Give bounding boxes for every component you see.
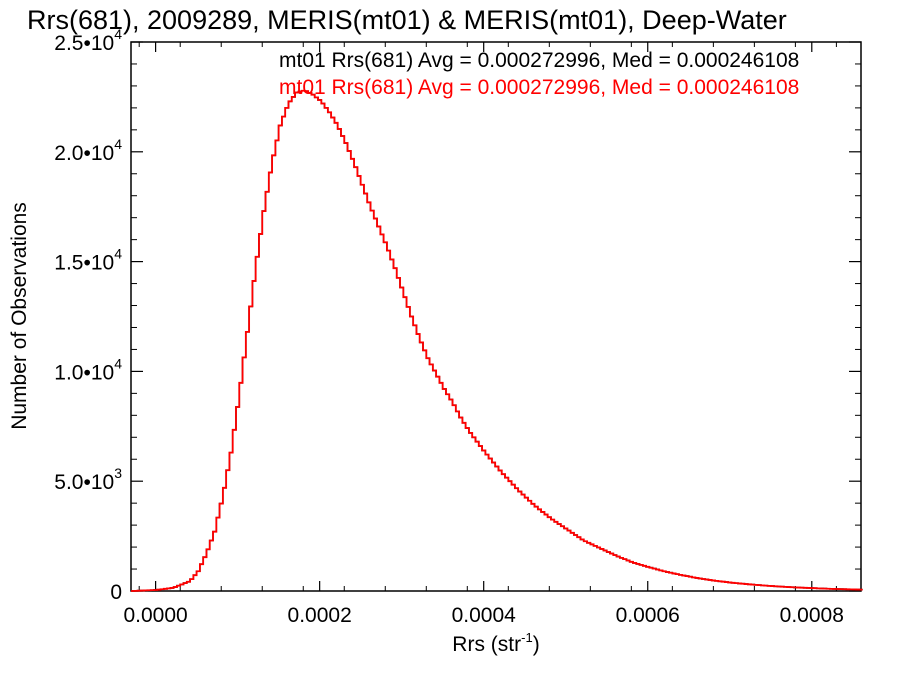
legend-entry-red: mt01 Rrs(681) Avg = 0.000272996, Med = 0… [279, 76, 799, 99]
y-axis-ticks: 0 5.0•103 1.0•104 1.5•104 2.0•104 2.5•104 [54, 26, 861, 604]
chart-title: Rrs(681), 2009289, MERIS(mt01) & MERIS(m… [27, 5, 787, 35]
series-line-0 [131, 89, 863, 592]
y-tick-label-3: 1.5•104 [54, 246, 122, 275]
x-axis-ticks: 0.0000 0.0002 0.0004 0.0006 0.0008 [123, 42, 844, 627]
y-tick-label-4: 2.0•104 [54, 136, 122, 165]
x-axis-label: Rrs (str-1) [452, 630, 539, 656]
y-tick-label-5: 2.5•104 [54, 26, 122, 55]
series-lines [131, 89, 863, 592]
y-axis-label: Number of Observations [8, 202, 31, 430]
x-tick-label-0: 0.0000 [123, 604, 187, 627]
x-tick-label-2: 0.0004 [452, 604, 517, 627]
x-tick-label-3: 0.0006 [616, 604, 680, 627]
legend-entry-black: mt01 Rrs(681) Avg = 0.000272996, Med = 0… [279, 49, 799, 72]
y-tick-label-2: 1.0•104 [54, 355, 122, 384]
y-tick-label-0: 0 [110, 581, 122, 604]
plot-frame [130, 41, 862, 592]
x-tick-label-1: 0.0002 [288, 604, 352, 627]
y-tick-label-1: 5.0•103 [54, 465, 122, 494]
series-line-1 [131, 89, 863, 592]
x-tick-label-4: 0.0008 [780, 604, 844, 627]
